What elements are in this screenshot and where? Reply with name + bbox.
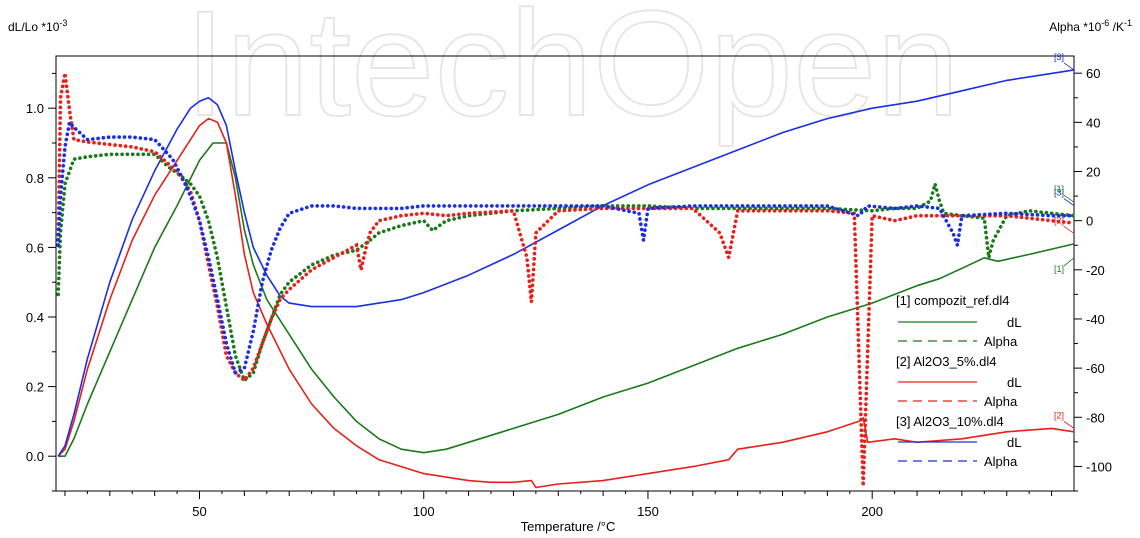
legend-dl-label-1: dL: [1007, 315, 1021, 330]
end-marker-leader: [1063, 194, 1075, 203]
right-y-tick-label: -80: [1086, 410, 1105, 425]
right-y-tick-label: -20: [1086, 263, 1105, 278]
left-y-tick-label: 0.8: [26, 171, 44, 186]
right-y-tick-label: -40: [1086, 312, 1105, 327]
right-y-axis-title-main: Alpha *10: [1049, 20, 1101, 34]
right-y-tick-label: 20: [1086, 165, 1100, 180]
legend-dl-label-3: dL: [1007, 435, 1021, 450]
watermark: IntechOpen: [184, 0, 960, 147]
legend: [1] compozit_ref.dl4 dL Alpha [2] Al2O3_…: [896, 293, 1021, 469]
left-y-tick-label: 0.2: [26, 380, 44, 395]
end-marker-label: [1]: [1054, 264, 1064, 274]
right-y-tick-label: -100: [1086, 459, 1112, 474]
x-axis: 50 100 150 200: [64, 491, 1053, 519]
legend-alpha-label-1: Alpha: [984, 334, 1018, 349]
end-marker-leader: [1063, 257, 1075, 267]
series-alpha-3: [56, 118, 1076, 376]
right-y-tick-label: 40: [1086, 115, 1100, 130]
end-marker-label: [1]: [1054, 184, 1064, 194]
end-marker-leader: [1063, 62, 1075, 71]
right-y-axis-title-exp2: -1: [1124, 18, 1132, 28]
legend-dl-label-2: dL: [1007, 375, 1021, 390]
legend-file-2: [2] Al2O3_5%.dl4: [896, 354, 996, 369]
x-tick-label: 100: [413, 504, 435, 519]
series-alpha-1: [56, 152, 1076, 384]
right-y-tick-label: 60: [1086, 66, 1100, 81]
left-y-axis: 0.0 0.2 0.4 0.6 0.8 1.0: [26, 72, 56, 492]
series-alpha-2: [56, 72, 1076, 487]
legend-file-1: [1] compozit_ref.dl4: [896, 293, 1009, 308]
x-tick-label: 200: [861, 504, 883, 519]
end-marker-label: [3]: [1054, 52, 1064, 62]
x-tick-label: 150: [637, 504, 659, 519]
left-y-axis-title-main: dL/Lo *10: [8, 20, 60, 34]
series-dl-3: [57, 69, 1075, 457]
end-marker-leader: [1063, 421, 1075, 429]
x-axis-title: Temperature /°C: [521, 519, 616, 534]
right-y-tick-label: -60: [1086, 361, 1105, 376]
end-marker-label: [3]: [1054, 188, 1064, 198]
x-tick-label: 50: [192, 504, 206, 519]
right-y-axis-title: Alpha *10-6 /K-1: [1049, 18, 1132, 34]
left-y-axis-title: dL/Lo *10-3: [8, 18, 67, 34]
end-marker-label: [2]: [1054, 215, 1064, 225]
left-y-tick-label: 0.0: [26, 449, 44, 464]
end-markers: [3][3][1][2][1][2]: [1054, 52, 1075, 429]
right-y-axis-title-exp1: -6: [1101, 18, 1109, 28]
end-marker-leader: [1063, 198, 1075, 206]
left-y-tick-label: 1.0: [26, 101, 44, 116]
legend-file-3: [3] Al2O3_10%.dl4: [896, 414, 1004, 429]
series-dl-1: [58, 142, 1075, 457]
end-marker-label: [2]: [1054, 410, 1064, 420]
left-y-tick-label: 0.4: [26, 310, 44, 325]
legend-alpha-label-2: Alpha: [984, 394, 1018, 409]
left-y-tick-label: 0.6: [26, 240, 44, 255]
end-marker-leader: [1063, 226, 1075, 234]
right-y-axis: -100 -80 -60 -40 -20 0 20 40 60: [1074, 66, 1112, 492]
plot-frame: [55, 55, 1075, 492]
right-y-tick-label: 0: [1086, 214, 1093, 229]
legend-alpha-label-3: Alpha: [984, 454, 1018, 469]
series-layer: [56, 69, 1076, 489]
right-y-axis-title-unit: /K: [1109, 20, 1124, 34]
left-y-axis-title-exp: -3: [59, 18, 67, 28]
